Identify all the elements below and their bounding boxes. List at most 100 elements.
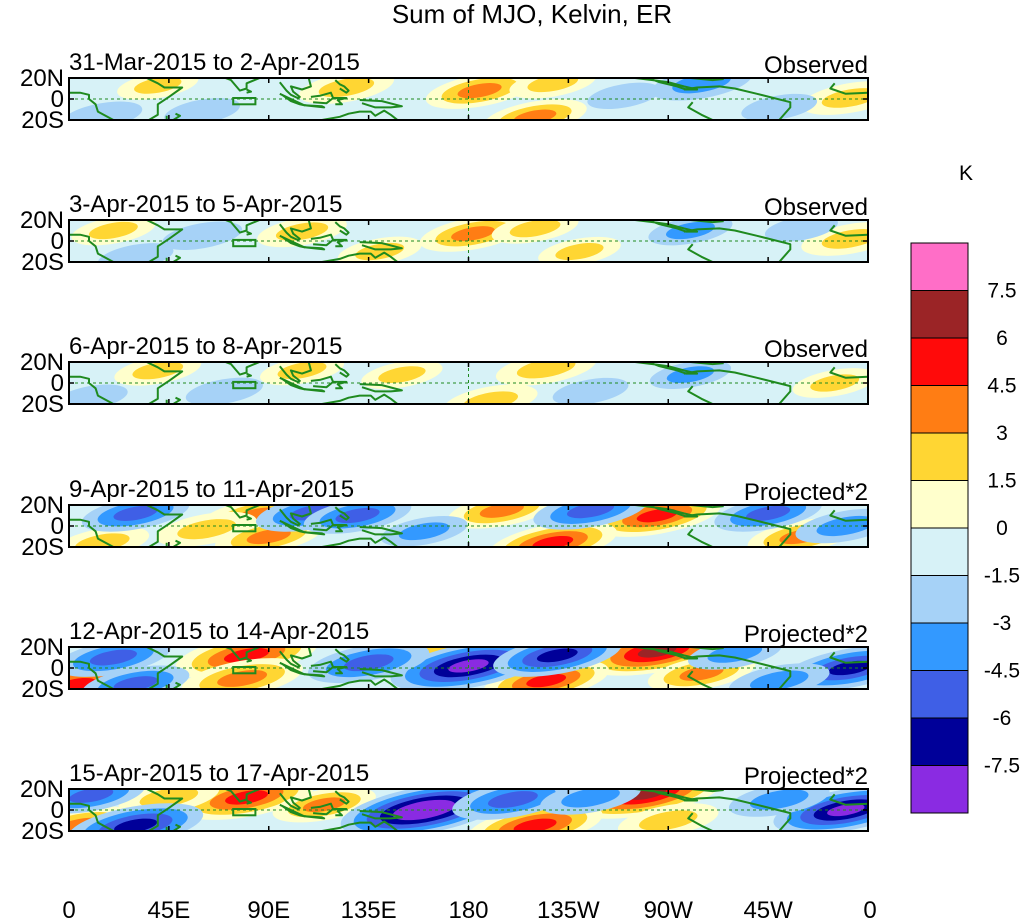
coastline bbox=[321, 820, 399, 831]
coastline bbox=[683, 369, 792, 404]
anomaly-contour bbox=[246, 528, 291, 545]
lat-tick-label: 0 bbox=[51, 655, 64, 682]
index-box bbox=[232, 524, 257, 533]
coastline bbox=[683, 227, 792, 262]
longitude-axis: 0 45E 90E 135E 180 135W 90W 45W 0 bbox=[62, 897, 876, 921]
coastline bbox=[359, 241, 403, 251]
coastline bbox=[333, 808, 348, 817]
panel-period-label: 6-Apr-2015 to 8-Apr-2015 bbox=[69, 333, 343, 360]
anomaly-blob bbox=[81, 505, 190, 532]
colorbar-level-label: -1.5 bbox=[984, 565, 1020, 588]
anomaly-blob bbox=[71, 220, 156, 246]
coastline bbox=[246, 88, 252, 94]
coastline bbox=[634, 505, 699, 518]
anomaly-contour bbox=[463, 391, 519, 404]
anomaly-blob bbox=[361, 362, 443, 390]
coastline bbox=[279, 519, 306, 534]
coastlines bbox=[69, 647, 868, 689]
panel-period-label: 15-Apr-2015 to 17-Apr-2015 bbox=[69, 760, 369, 787]
coastline bbox=[359, 810, 403, 820]
coastline bbox=[279, 661, 306, 676]
anomaly-contour bbox=[479, 505, 524, 518]
coastline bbox=[69, 362, 184, 404]
coastline bbox=[334, 648, 350, 663]
anomaly-contour bbox=[69, 384, 128, 404]
coastlines bbox=[69, 789, 868, 831]
coastline bbox=[334, 790, 350, 805]
coastlines bbox=[69, 220, 868, 262]
anomaly-contour bbox=[536, 648, 578, 663]
coastline bbox=[279, 78, 320, 99]
anomaly-blob bbox=[552, 377, 629, 404]
coastline bbox=[829, 509, 868, 522]
anomaly-contour bbox=[552, 377, 629, 404]
anomaly-blob bbox=[533, 505, 648, 530]
index-box bbox=[232, 808, 257, 817]
chart-title: Sum of MJO, Kelvin, ER bbox=[392, 0, 672, 29]
coastline bbox=[829, 366, 868, 379]
anomaly-contour bbox=[74, 533, 130, 547]
lat-tick-label: 20N bbox=[20, 207, 64, 234]
lon-tick-label: 45E bbox=[148, 897, 191, 921]
coastline bbox=[246, 515, 252, 521]
lat-tick-label: 0 bbox=[51, 86, 64, 113]
coastline bbox=[222, 362, 263, 376]
anomaly-blob bbox=[380, 516, 468, 547]
coastline bbox=[683, 654, 792, 689]
anomaly-blob bbox=[69, 526, 150, 547]
coastline bbox=[279, 234, 306, 249]
colorbar-level-label: -7.5 bbox=[984, 755, 1020, 778]
anomaly-contour bbox=[555, 242, 604, 261]
anomaly-blob bbox=[728, 789, 830, 817]
colorbar-swatch bbox=[910, 527, 969, 576]
anomaly-blob bbox=[540, 789, 641, 815]
colorbar-level-label: 1.5 bbox=[987, 470, 1016, 493]
coastline bbox=[304, 388, 326, 393]
coastline bbox=[279, 92, 306, 107]
anomaly-contour bbox=[516, 362, 576, 379]
lat-tick-label: 20N bbox=[20, 492, 64, 519]
lat-tick-label: 20N bbox=[20, 634, 64, 661]
coastline bbox=[304, 673, 326, 678]
coastline bbox=[310, 518, 335, 532]
coastline bbox=[634, 220, 699, 233]
coastline bbox=[333, 666, 348, 675]
anomaly-blob bbox=[97, 243, 174, 262]
panel-kind-label: Observed bbox=[764, 52, 868, 79]
coastline bbox=[165, 681, 181, 689]
panel-kind-label: Projected*2 bbox=[744, 479, 868, 506]
anomaly-blob bbox=[185, 377, 263, 404]
colorbar-swatch bbox=[910, 337, 969, 386]
anomaly-blob bbox=[587, 82, 661, 110]
lon-tick-label: 0 bbox=[863, 897, 876, 921]
lat-tick-label: 20N bbox=[20, 349, 64, 376]
anomaly-contour bbox=[378, 366, 426, 383]
coastline bbox=[165, 539, 181, 547]
anomaly-contour bbox=[749, 670, 809, 689]
lat-tick-label: 0 bbox=[51, 228, 64, 255]
panel-period-label: 12-Apr-2015 to 14-Apr-2015 bbox=[69, 618, 369, 645]
lat-tick-label: 20S bbox=[21, 107, 64, 134]
coastline bbox=[222, 220, 263, 234]
coastline bbox=[279, 376, 306, 391]
coastline bbox=[333, 97, 348, 106]
anomaly-blob bbox=[425, 78, 534, 109]
anomaly-blob bbox=[69, 789, 145, 814]
coastline bbox=[321, 536, 399, 547]
anomaly-contour bbox=[69, 101, 143, 120]
coastlines bbox=[69, 362, 868, 404]
lon-tick-label: 135E bbox=[341, 897, 397, 921]
lat-tick-label: 20S bbox=[21, 249, 64, 276]
anomaly-blob bbox=[81, 665, 190, 689]
colorbar-swatch bbox=[910, 290, 969, 339]
coastline bbox=[333, 524, 348, 533]
lon-tick-label: 45W bbox=[743, 897, 793, 921]
anomaly-blob bbox=[764, 220, 838, 242]
anomaly-contour bbox=[113, 676, 158, 689]
anomaly-contour bbox=[749, 789, 809, 810]
coastline bbox=[687, 812, 714, 831]
lat-tick-label: 0 bbox=[51, 513, 64, 540]
